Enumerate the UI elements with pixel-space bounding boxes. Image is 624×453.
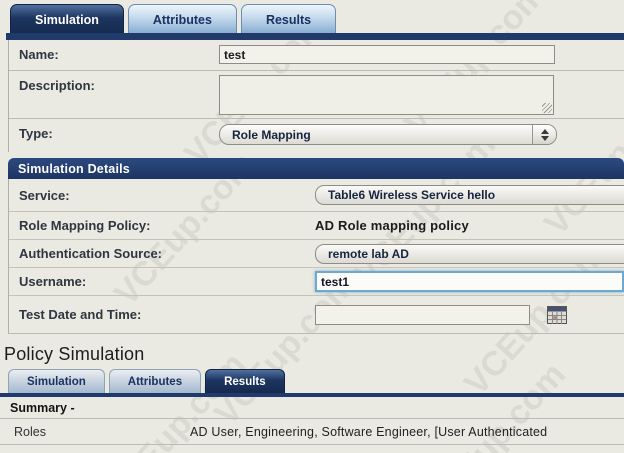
roles-value: AD User, Engineering, Software Engineer,… — [190, 424, 548, 439]
test-date-input[interactable] — [315, 304, 530, 325]
username-label: Username: — [19, 274, 87, 289]
type-select[interactable]: Role Mapping — [219, 124, 557, 145]
description-label: Description: — [19, 78, 95, 93]
service-select-value: Table6 Wireless Service hello — [328, 188, 496, 202]
roles-label: Roles — [14, 424, 46, 439]
simulation-form: Name: Description: Type: Role Mapping — [8, 40, 624, 152]
tab-simulation[interactable]: Simulation — [10, 4, 124, 34]
resize-grip-icon[interactable] — [542, 103, 552, 113]
description-row: Description: — [9, 71, 624, 119]
role-mapping-policy-label: Role Mapping Policy: — [19, 218, 151, 233]
type-row: Type: Role Mapping — [9, 119, 624, 152]
roles-row: Roles AD User, Engineering, Software Eng… — [0, 419, 624, 445]
authentication-source-value: remote lab AD — [328, 246, 409, 261]
username-row: Username: — [9, 268, 624, 296]
name-row: Name: — [9, 40, 624, 71]
tab-simulation-bottom[interactable]: Simulation — [8, 369, 105, 393]
authentication-source-label: Authentication Source: — [19, 246, 163, 261]
calendar-icon[interactable] — [547, 305, 567, 324]
name-input[interactable] — [219, 45, 555, 64]
test-date-row: Test Date and Time: — [9, 296, 624, 333]
tab-results-bottom[interactable]: Results — [205, 369, 285, 393]
description-textarea[interactable] — [219, 75, 554, 115]
role-mapping-policy-value: AD Role mapping policy — [315, 218, 469, 233]
test-date-label: Test Date and Time: — [19, 307, 142, 322]
role-mapping-policy-row: Role Mapping Policy: AD Role mapping pol… — [9, 212, 624, 240]
simulation-details-header: Simulation Details — [8, 158, 624, 179]
name-label: Name: — [19, 47, 59, 62]
tab-attributes-bottom[interactable]: Attributes — [108, 369, 202, 393]
summary-section: Summary - Roles AD User, Engineering, So… — [0, 397, 624, 445]
tab-results[interactable]: Results — [240, 4, 337, 34]
simulation-details-section: Simulation Details Service: Table6 Wirel… — [8, 158, 624, 334]
select-stepper-icon[interactable] — [532, 125, 556, 144]
service-select[interactable]: Table6 Wireless Service hello — [315, 185, 624, 205]
tab-attributes[interactable]: Attributes — [127, 4, 237, 34]
type-select-value: Role Mapping — [232, 127, 311, 142]
tab-divider-bar — [6, 33, 624, 40]
results-tab-divider — [0, 393, 624, 397]
authentication-source-row: Authentication Source: remote lab AD — [9, 240, 624, 268]
service-label: Service: — [19, 187, 70, 203]
simulation-details-body: Service: Table6 Wireless Service hello R… — [8, 179, 624, 334]
username-input[interactable] — [315, 271, 624, 292]
results-tab-bar: Simulation Attributes Results — [8, 369, 285, 393]
type-label: Type: — [19, 126, 53, 141]
policy-simulation-heading: Policy Simulation — [4, 344, 145, 364]
service-row: Service: Table6 Wireless Service hello — [9, 179, 624, 212]
authentication-source-select[interactable]: remote lab AD — [315, 243, 624, 264]
top-tab-bar: Simulation Attributes Results — [10, 4, 337, 34]
summary-title: Summary - — [0, 397, 624, 419]
